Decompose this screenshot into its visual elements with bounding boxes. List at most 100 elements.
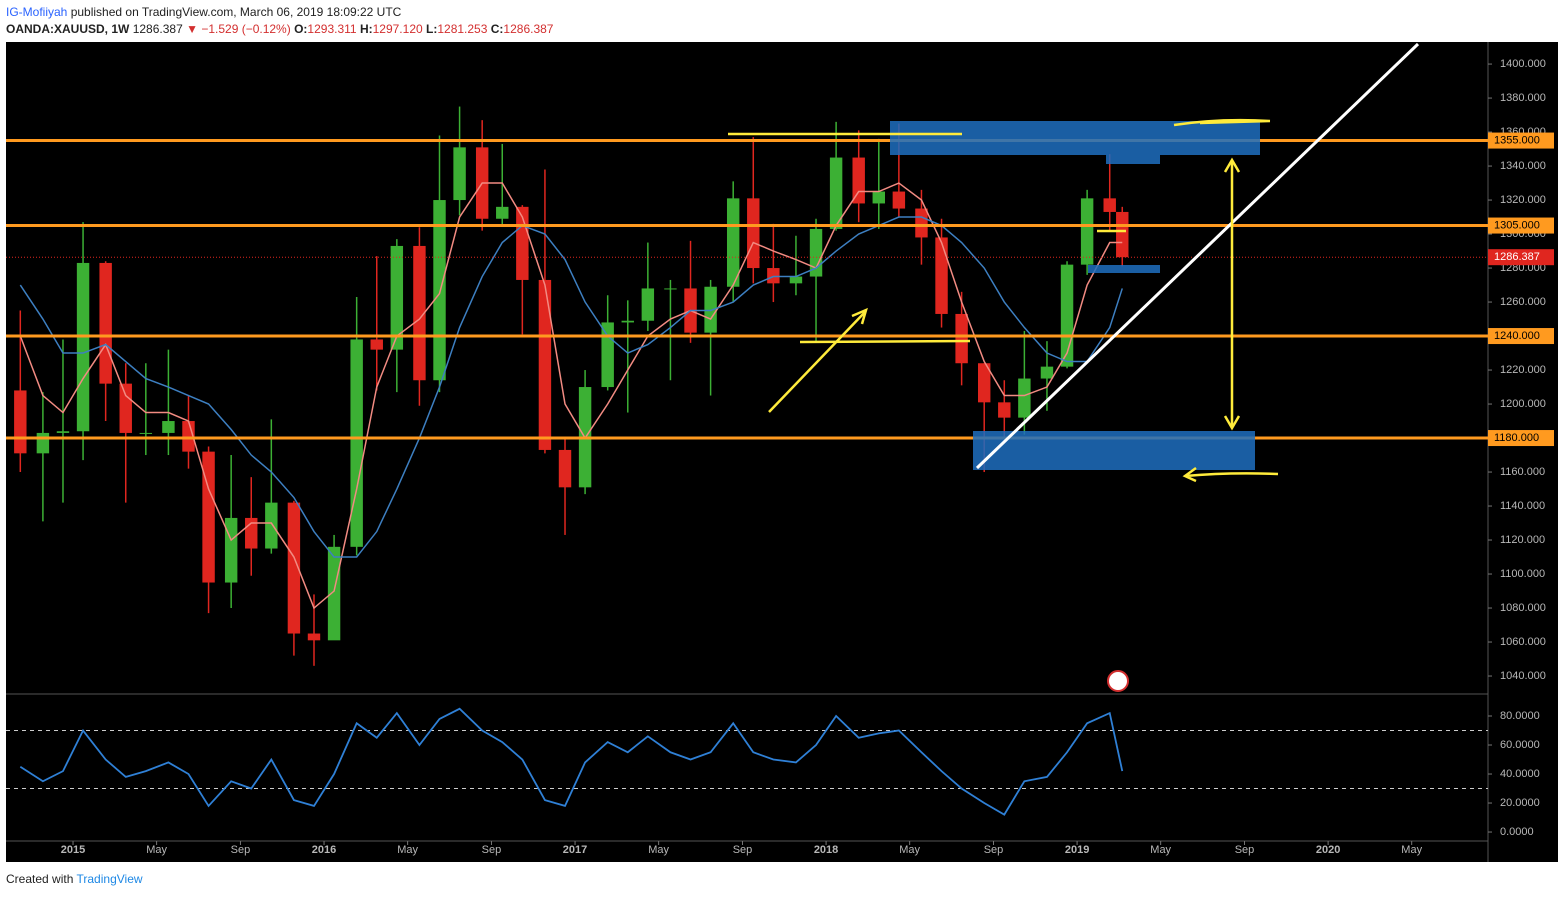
y-tick-label: 1260.000: [1500, 296, 1546, 308]
high-val: 1297.120: [372, 22, 423, 36]
direction: ▼: [186, 22, 198, 36]
candle-body: [14, 390, 27, 454]
author[interactable]: IG-Mofiiyah: [6, 5, 68, 19]
candle-body: [1080, 198, 1094, 265]
y-tick-label: 1380.000: [1500, 92, 1546, 104]
created-with: Created with: [6, 872, 74, 886]
tradingview-link[interactable]: TradingView: [76, 872, 143, 886]
candle-body: [726, 198, 740, 287]
level-label: 1305.000: [1494, 219, 1540, 231]
low-val: 1281.253: [437, 22, 488, 36]
candle-body: [139, 432, 153, 434]
level-label: 1355.000: [1494, 134, 1540, 146]
y-tick-label: 1040.000: [1500, 670, 1546, 682]
candle-body: [852, 157, 865, 204]
moving-average: [19, 182, 1123, 610]
candle-body: [453, 147, 466, 201]
close-key: C:: [490, 22, 504, 36]
x-tick-label: 2019: [1065, 844, 1089, 856]
footer: Created with TradingView: [6, 872, 143, 886]
arrow-head: [1223, 157, 1241, 431]
x-tick-label: Sep: [231, 844, 251, 856]
candle-body: [704, 286, 717, 333]
x-tick-label: May: [397, 844, 418, 856]
candle-body: [538, 279, 552, 450]
x-tick-label: 2020: [1316, 844, 1340, 856]
change: −1.529 (−0.12%): [201, 22, 291, 36]
candle-body: [998, 402, 1011, 418]
candle-body: [162, 421, 175, 433]
candle-body: [182, 421, 195, 452]
candle-body: [641, 288, 655, 321]
y-tick-label: 0.0000: [1500, 826, 1534, 838]
candle-body: [1040, 366, 1054, 379]
candle-body: [892, 191, 906, 209]
y-tick-label: 60.0000: [1500, 739, 1540, 751]
moving-average: [19, 216, 1123, 558]
y-tick-label: 40.0000: [1500, 768, 1540, 780]
candle-body: [224, 517, 238, 583]
candle-body: [413, 245, 426, 381]
candle-body: [76, 262, 90, 432]
last: 1286.387: [132, 22, 183, 36]
candle-body: [558, 449, 572, 488]
x-tick-label: May: [1150, 844, 1171, 856]
candle-body: [664, 288, 677, 290]
y-tick-label: 1080.000: [1500, 602, 1546, 614]
close-val: 1286.387: [503, 22, 554, 36]
x-tick-label: 2015: [61, 844, 85, 856]
trendline: [975, 42, 1420, 470]
y-tick-label: 1160.000: [1500, 466, 1545, 478]
header-line-2: OANDA:XAUUSD, 1W 1286.387 ▼ −1.529 (−0.1…: [6, 21, 553, 38]
candle-body: [370, 339, 383, 350]
level-label: 1180.000: [1494, 432, 1539, 444]
candle-body: [621, 320, 634, 323]
candle-body: [56, 431, 70, 433]
header: IG-Mofiiyah published on TradingView.com…: [6, 4, 553, 38]
x-tick-label: May: [1401, 844, 1422, 856]
arrow-head: [851, 307, 868, 325]
x-tick-label: May: [648, 844, 669, 856]
yellow-line: [799, 339, 971, 344]
candle-body: [955, 313, 968, 364]
event-icon[interactable]: [1107, 670, 1129, 692]
level-label-box: [1488, 217, 1554, 234]
x-tick-label: 2018: [814, 844, 838, 856]
candle-body: [872, 191, 885, 204]
yellow-arrow: [768, 311, 866, 413]
low-key: L:: [426, 22, 438, 36]
supply-zone: [890, 121, 1260, 155]
candle-body: [202, 451, 215, 583]
demand-zone: [973, 431, 1255, 470]
x-tick-label: Sep: [984, 844, 1004, 856]
candle-body: [287, 502, 301, 634]
header-line-1: IG-Mofiiyah published on TradingView.com…: [6, 4, 553, 21]
last-price-box: [1488, 249, 1554, 266]
event-count: 6: [1128, 667, 1133, 677]
candle-body: [350, 339, 363, 547]
candle-body: [496, 206, 509, 219]
y-tick-label: 1340.000: [1500, 160, 1546, 172]
last-price-label: 1286.387: [1494, 251, 1540, 263]
x-tick-label: May: [899, 844, 920, 856]
candle-body: [327, 546, 341, 641]
y-tick-label: 1220.000: [1500, 364, 1546, 376]
yellow-arrow: [1173, 118, 1271, 127]
chart: 6 1040.000 1060.000 1080.000 1100.000 1120.0…: [6, 42, 1558, 862]
y-tick-label: 80.0000: [1500, 710, 1540, 722]
open-val: 1293.311: [307, 22, 357, 36]
candle-body: [1103, 198, 1116, 212]
candle-body: [119, 383, 132, 433]
symbol: OANDA:XAUUSD, 1W: [6, 22, 130, 36]
candle-body: [307, 633, 321, 641]
chart-background: [6, 42, 1558, 862]
y-tick-label: 1060.000: [1500, 636, 1546, 648]
open-key: O:: [294, 22, 308, 36]
y-tick-label: 1320.000: [1500, 194, 1546, 206]
candle-body: [99, 262, 112, 384]
y-tick-label: 1120.000: [1500, 534, 1545, 546]
y-tick-label: 1400.000: [1500, 58, 1546, 70]
x-tick-label: Sep: [482, 844, 502, 856]
candle-body: [829, 157, 843, 229]
